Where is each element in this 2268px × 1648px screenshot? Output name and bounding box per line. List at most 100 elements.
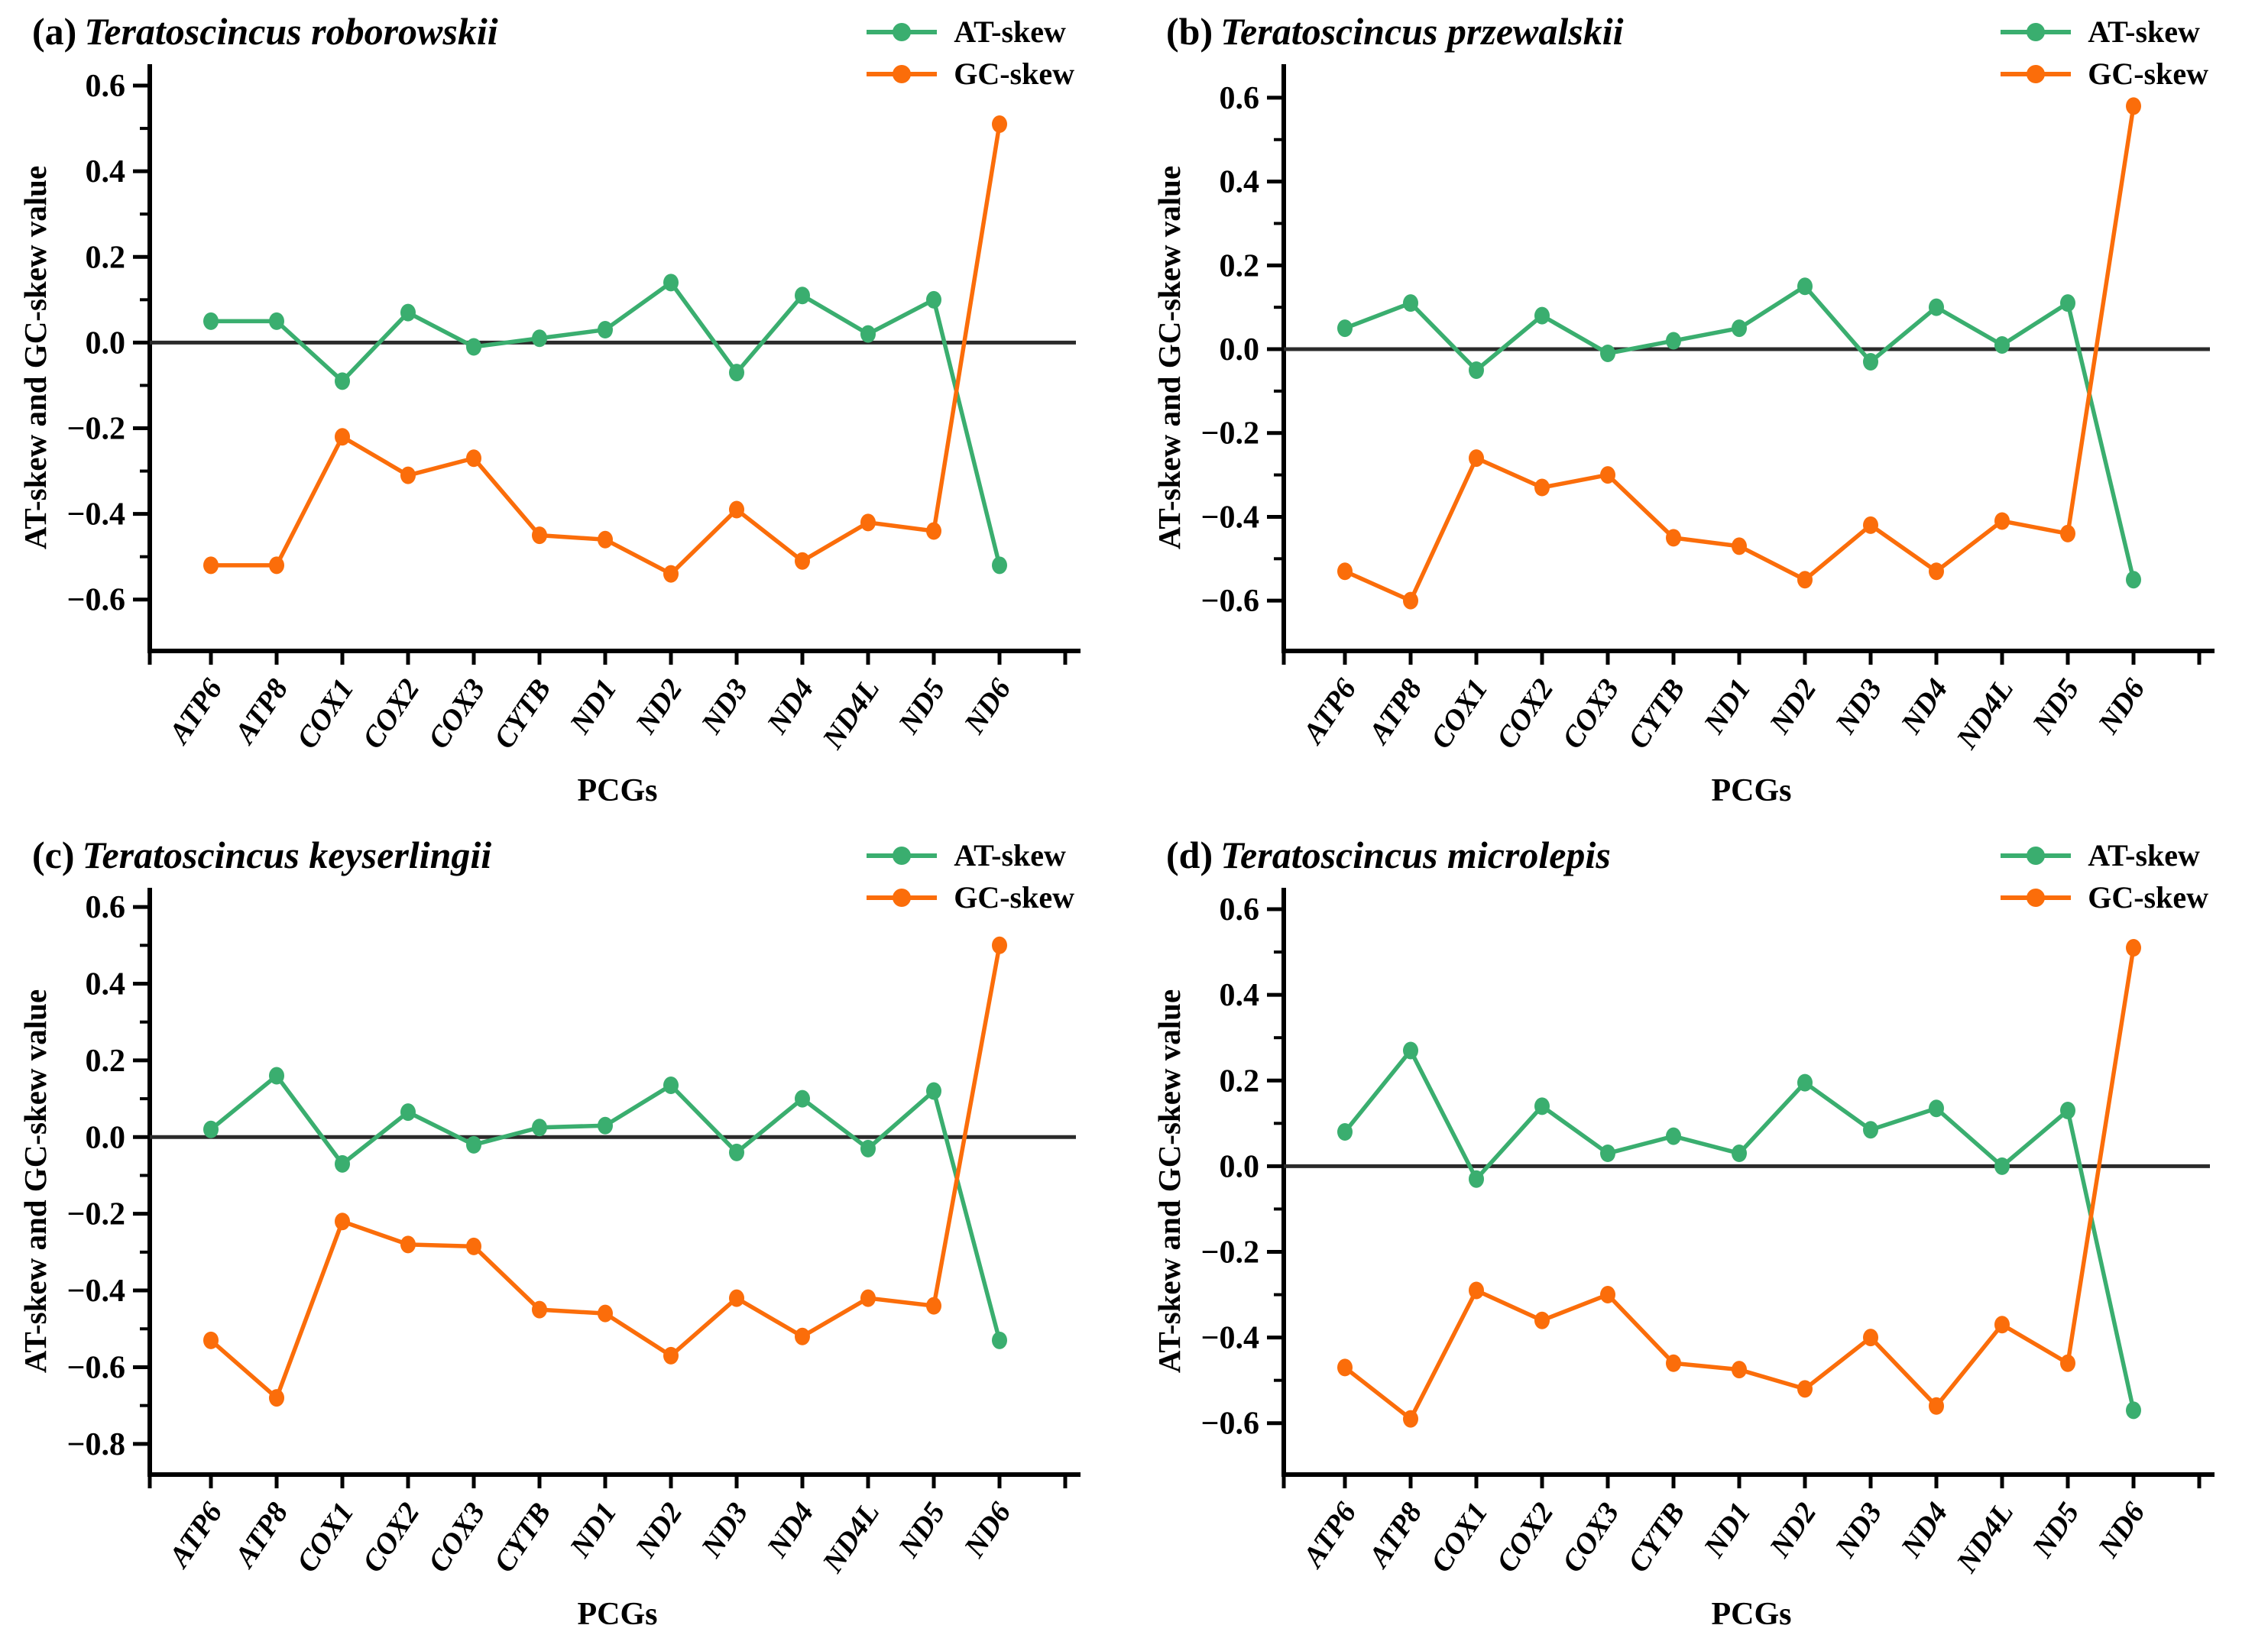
panel-b-title: (b) Teratoscincus przewalskii — [1166, 9, 1624, 53]
svg-text:COX3: COX3 — [1556, 1497, 1625, 1578]
svg-text:−0.6: −0.6 — [67, 583, 125, 618]
svg-text:ND6: ND6 — [2091, 1497, 2152, 1564]
panel-d-chart: AT-skew and GC-skew value PCGs 0.6 0.4 0.2… — [1152, 888, 2215, 1632]
legend-item-at-skew: AT-skew — [1999, 837, 2208, 873]
svg-text:ND1: ND1 — [1697, 673, 1758, 740]
plot-area: 0.6 0.4 0.2 0.0 −0.2 −0.4 −0.6 ATP6 ATP8COX1COX2… — [1201, 64, 2215, 755]
svg-text:COX3: COX3 — [422, 1497, 491, 1578]
svg-text:ND4L: ND4L — [1950, 673, 2020, 755]
svg-text:−0.4: −0.4 — [67, 1274, 125, 1309]
panel-b-chart: AT-skew and GC-skew value PCGs 0.6 0.4 0.2… — [1152, 64, 2215, 808]
panel-d-x-axis-label: PCGs — [1712, 1597, 1792, 1632]
svg-text:−0.4: −0.4 — [1201, 1321, 1259, 1356]
svg-text:ND5: ND5 — [2026, 1497, 2086, 1564]
svg-text:ND2: ND2 — [1763, 1497, 1823, 1564]
at-skew-line-marker-icon — [867, 22, 938, 41]
svg-text:ND4: ND4 — [760, 1497, 821, 1564]
at-skew-line-marker-icon — [2001, 22, 2072, 41]
legend-item-gc-skew: GC-skew — [1999, 879, 2208, 915]
svg-text:ATP6: ATP6 — [1295, 1497, 1362, 1575]
svg-text:0.6: 0.6 — [86, 890, 126, 925]
svg-text:ND2: ND2 — [629, 1497, 689, 1564]
svg-text:ND3: ND3 — [695, 1497, 755, 1564]
panel-b-label: (b) — [1166, 10, 1213, 53]
plot-area: 0.6 0.4 0.2 0.0 −0.2 −0.4 −0.6 −0.8 ATP6 ATP8COX1… — [67, 888, 1081, 1578]
svg-text:ND4L: ND4L — [1950, 1497, 2020, 1578]
panel-d-legend: AT-skew GC-skew — [1999, 837, 2208, 915]
svg-text:ND6: ND6 — [957, 673, 1018, 740]
legend-item-at-skew: AT-skew — [865, 14, 1074, 50]
svg-text:ATP8: ATP8 — [227, 1497, 294, 1575]
svg-text:−0.6: −0.6 — [1201, 1407, 1259, 1442]
svg-text:0.6: 0.6 — [86, 69, 126, 104]
panel-a-title: (a) Teratoscincus roborowskii — [32, 9, 498, 53]
svg-text:0.6: 0.6 — [1220, 892, 1260, 928]
at-skew-line-marker-icon — [867, 846, 938, 865]
at-skew-line-marker-icon — [2001, 846, 2072, 865]
svg-text:COX3: COX3 — [422, 673, 491, 755]
svg-text:0.2: 0.2 — [1220, 248, 1260, 283]
panel-a-chart: AT-skew and GC-skew value PCGs 0.6 0.4 0.2… — [18, 64, 1081, 808]
svg-text:CYTB: CYTB — [1622, 1497, 1691, 1578]
svg-text:ND5: ND5 — [892, 1497, 952, 1564]
gc-skew-line-marker-icon — [867, 64, 938, 83]
panel-a-legend: AT-skew GC-skew — [865, 14, 1074, 92]
panel-d-title: (d) Teratoscincus microlepis — [1166, 833, 1611, 877]
svg-text:ND3: ND3 — [1829, 673, 1889, 740]
panel-d-species: Teratoscincus microlepis — [1220, 834, 1611, 876]
panel-c-title: (c) Teratoscincus keyserlingii — [32, 833, 491, 877]
svg-text:ND6: ND6 — [957, 1497, 1018, 1564]
svg-text:−0.2: −0.2 — [1201, 416, 1259, 452]
svg-text:0.4: 0.4 — [1220, 978, 1260, 1013]
svg-text:ND4: ND4 — [1894, 1497, 1955, 1564]
legend-item-gc-skew: GC-skew — [865, 56, 1074, 92]
panel-c: (c) Teratoscincus keyserlingii AT-skew GC… — [0, 824, 1134, 1648]
panel-c-label: (c) — [32, 834, 75, 876]
svg-text:−0.6: −0.6 — [1201, 584, 1259, 619]
panel-a-x-axis-label: PCGs — [578, 773, 658, 808]
svg-text:ND1: ND1 — [563, 1497, 624, 1564]
svg-text:−0.2: −0.2 — [67, 411, 125, 446]
svg-text:ATP6: ATP6 — [161, 1497, 228, 1575]
svg-text:COX3: COX3 — [1556, 673, 1625, 755]
panel-c-legend: AT-skew GC-skew — [865, 837, 1074, 915]
svg-text:ND4L: ND4L — [816, 1497, 886, 1578]
svg-text:0.4: 0.4 — [86, 966, 126, 1002]
svg-text:CYTB: CYTB — [1622, 673, 1691, 755]
svg-text:COX1: COX1 — [290, 1497, 360, 1578]
svg-text:COX2: COX2 — [356, 673, 426, 755]
svg-text:COX1: COX1 — [1424, 673, 1494, 755]
svg-text:0.4: 0.4 — [1220, 165, 1260, 200]
gc-skew-line-marker-icon — [2001, 888, 2072, 907]
panel-b-y-axis-label: AT-skew and GC-skew value — [1152, 166, 1187, 549]
legend-label: GC-skew — [2088, 880, 2208, 915]
panel-a-label: (a) — [32, 10, 77, 53]
legend-item-gc-skew: GC-skew — [1999, 56, 2208, 92]
svg-text:CYTB: CYTB — [488, 1497, 557, 1578]
svg-text:ND4: ND4 — [1894, 673, 1955, 740]
svg-text:COX2: COX2 — [1490, 673, 1560, 755]
panel-a-species: Teratoscincus roborowskii — [84, 10, 498, 53]
legend-label: GC-skew — [954, 880, 1074, 915]
plot-area: 0.6 0.4 0.2 0.0 −0.2 −0.4 −0.6 ATP6 ATP8COX1COX2… — [1201, 888, 2215, 1578]
legend-label: AT-skew — [954, 15, 1066, 49]
svg-text:ND5: ND5 — [892, 673, 952, 740]
svg-text:0.0: 0.0 — [1220, 1149, 1260, 1184]
svg-text:ND1: ND1 — [1697, 1497, 1758, 1564]
svg-text:−0.4: −0.4 — [67, 497, 125, 533]
legend-label: AT-skew — [2088, 15, 2200, 49]
panel-b-species: Teratoscincus przewalskii — [1220, 10, 1624, 53]
svg-text:−0.4: −0.4 — [1201, 500, 1259, 535]
panel-c-chart: AT-skew and GC-skew value PCGs 0.6 0.4 0.2… — [18, 888, 1081, 1632]
svg-text:−0.6: −0.6 — [67, 1350, 125, 1385]
svg-text:0.0: 0.0 — [86, 1120, 126, 1155]
plot-area: 0.6 0.4 0.2 0.0 −0.2 −0.4 −0.6 ATP6 ATP8COX1COX2… — [67, 64, 1081, 755]
gc-skew-line-marker-icon — [2001, 64, 2072, 83]
legend-label: GC-skew — [2088, 57, 2208, 91]
svg-text:COX1: COX1 — [1424, 1497, 1494, 1578]
svg-text:−0.2: −0.2 — [67, 1197, 125, 1232]
svg-text:0.2: 0.2 — [86, 1044, 126, 1079]
svg-text:ND2: ND2 — [629, 673, 689, 740]
svg-text:ND1: ND1 — [563, 673, 624, 740]
